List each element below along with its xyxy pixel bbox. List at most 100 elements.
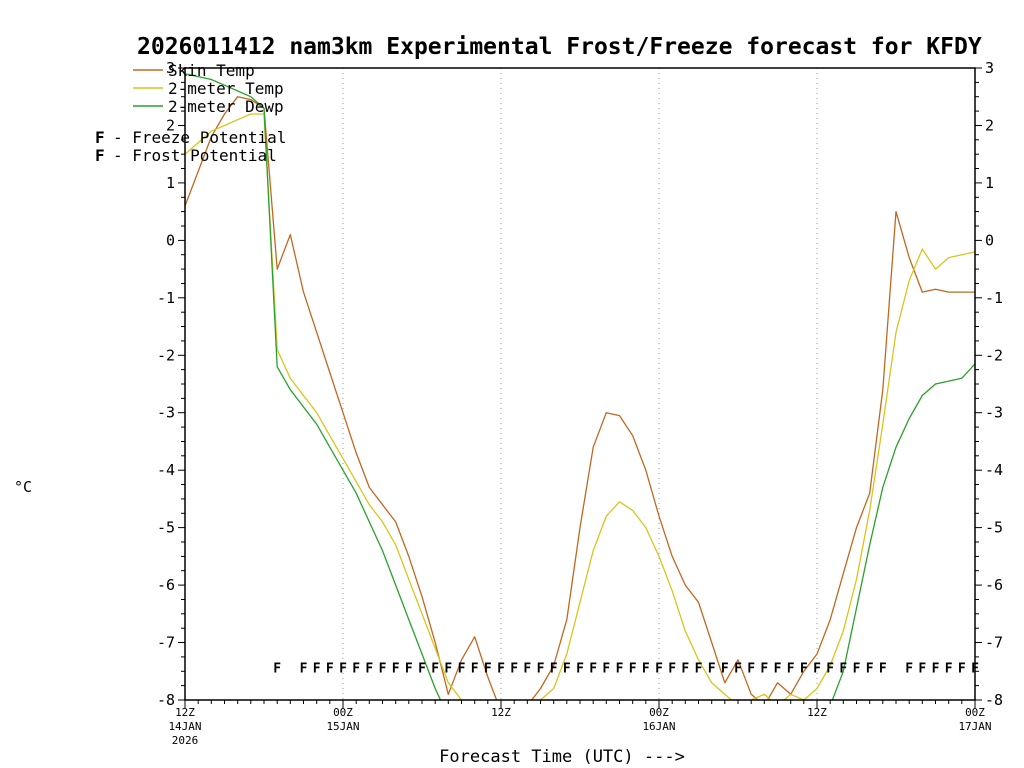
x-tick-label-date: 15JAN [326, 720, 359, 733]
freeze-potential-flag: F [774, 661, 782, 676]
freeze-potential-flag: F [550, 661, 558, 676]
skin-temp-line [185, 96, 975, 700]
freeze-potential-flag: F [879, 661, 887, 676]
freeze-potential-flag: F [958, 661, 966, 676]
y-tick-label-left: -3 [157, 404, 175, 422]
legend-flag-symbol-0: F [95, 128, 105, 147]
freeze-potential-flag: F [945, 661, 953, 676]
freeze-potential-flag: F [839, 661, 847, 676]
freeze-potential-flag: F [695, 661, 703, 676]
freeze-potential-flag: F [458, 661, 466, 676]
freeze-potential-flag: F [602, 661, 610, 676]
freeze-potential-flag: F [471, 661, 479, 676]
axis-ticks [178, 67, 982, 708]
freeze-potential-flag: F [563, 661, 571, 676]
freeze-potential-flag: F [392, 661, 400, 676]
freeze-potential-flag: F [313, 661, 321, 676]
y-tick-label-left: -7 [157, 634, 175, 652]
legend-label-2-meter-dewp: 2-meter Dewp [168, 97, 284, 116]
y-tick-label-right: -2 [985, 346, 1003, 364]
y-tick-label-right: -3 [985, 404, 1003, 422]
freeze-potential-flag: F [326, 661, 334, 676]
freeze-potential-flag: F [905, 661, 913, 676]
freeze-potential-flag: F [747, 661, 755, 676]
y-tick-label-left: -4 [157, 461, 175, 479]
plot-border [184, 67, 976, 701]
x-tick-label-date: 17JAN [958, 720, 991, 733]
x-tick-label-time: 12Z [175, 706, 195, 719]
y-axis-label: °C [14, 478, 32, 496]
freeze-potential-flag: F [681, 661, 689, 676]
legend-flag-label-0: - Freeze Potential [113, 128, 286, 147]
freeze-potential-flag: F [800, 661, 808, 676]
x-tick-label-date: 14JAN [168, 720, 201, 733]
freeze-potential-flag: F [418, 661, 426, 676]
freeze-potential-flag: F [642, 661, 650, 676]
freeze-potential-flag: F [813, 661, 821, 676]
freeze-potential-flag: F [629, 661, 637, 676]
2-meter-temp-line [185, 113, 975, 700]
y-tick-label-left: 3 [166, 59, 175, 77]
freeze-potential-flag: F [300, 661, 308, 676]
freeze-potential-flag: F [497, 661, 505, 676]
freeze-potential-flag: F [537, 661, 545, 676]
y-tick-label-left: -6 [157, 576, 175, 594]
freeze-potential-flag: F [932, 661, 940, 676]
y-tick-label-left: 2 [166, 117, 175, 135]
freeze-potential-flag: F [576, 661, 584, 676]
freeze-potential-flag: F [273, 661, 281, 676]
y-tick-label-left: -2 [157, 346, 175, 364]
y-tick-label-right: -7 [985, 634, 1003, 652]
legend-flag-symbol-1: F [95, 146, 105, 165]
freeze-potential-flag: F [339, 661, 347, 676]
x-tick-label-time: 00Z [649, 706, 669, 719]
x-tick-label-time: 00Z [965, 706, 985, 719]
freeze-potential-flag: F [484, 661, 492, 676]
chart-title: 2026011412 nam3km Experimental Frost/Fre… [137, 34, 982, 60]
series-lines [185, 73, 975, 700]
axis-tick-labels: 3 3 2 2 1 1 0 0 -1 -1 -2 -2 -3 -3 -4 -4 -5 -5 -6 -6 -7 -7 -8 -8… [157, 59, 1003, 747]
y-tick-label-right: 3 [985, 59, 994, 77]
freeze-potential-flag: F [826, 661, 834, 676]
freeze-potential-flag: F [734, 661, 742, 676]
legend-label-skin-temp: Skin Temp [168, 61, 255, 80]
y-tick-label-right: 2 [985, 117, 994, 135]
y-tick-label-right: 0 [985, 231, 994, 249]
freeze-potential-flag: F [853, 661, 861, 676]
freeze-potential-flag: F [589, 661, 597, 676]
freeze-potential-flag: F [510, 661, 518, 676]
y-tick-label-left: 1 [166, 174, 175, 192]
y-tick-label-left: 0 [166, 231, 175, 249]
y-tick-label-right: 1 [985, 174, 994, 192]
freeze-potential-flag: F [616, 661, 624, 676]
freeze-potential-flag: F [352, 661, 360, 676]
freeze-potential-flag: F [721, 661, 729, 676]
legend-flag-label-1: - Frost Potential [113, 146, 277, 165]
x-axis-label: Forecast Time (UTC) ---> [439, 747, 685, 767]
freeze-potential-flag: F [444, 661, 452, 676]
freeze-potential-flag: F [787, 661, 795, 676]
freeze-potential-flag: F [866, 661, 874, 676]
gridlines [342, 68, 818, 700]
y-tick-label-left: -1 [157, 289, 175, 307]
x-tick-label-time: 12Z [491, 706, 511, 719]
freeze-potential-flag: F [918, 661, 926, 676]
2-meter-dewp-line [185, 73, 975, 700]
y-tick-label-left: -5 [157, 519, 175, 537]
freeze-potential-flag: F [405, 661, 413, 676]
freeze-potential-flag: F [365, 661, 373, 676]
freeze-potential-flag: F [655, 661, 663, 676]
legend-label-2-meter-temp: 2-meter Temp [168, 79, 284, 98]
x-tick-label-year: 2026 [172, 734, 199, 747]
y-tick-label-left: -8 [157, 691, 175, 709]
x-tick-label-date: 16JAN [642, 720, 675, 733]
freeze-potential-flag: F [379, 661, 387, 676]
y-tick-label-right: -4 [985, 461, 1003, 479]
y-tick-label-right: -5 [985, 519, 1003, 537]
x-tick-label-time: 00Z [333, 706, 353, 719]
